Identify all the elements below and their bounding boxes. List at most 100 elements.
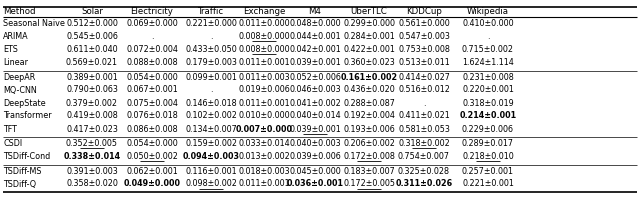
Text: 0.054±0.000: 0.054±0.000 [126,139,178,148]
Text: 0.220±0.001: 0.220±0.001 [462,85,514,95]
Text: 0.062±0.001: 0.062±0.001 [126,167,178,176]
Text: 0.039±0.006: 0.039±0.006 [289,152,341,161]
Text: 0.561±0.000: 0.561±0.000 [398,19,450,28]
Text: 0.033±0.014: 0.033±0.014 [238,139,290,148]
Text: 0.052±0.006: 0.052±0.006 [289,72,341,81]
Text: 0.010±0.000: 0.010±0.000 [238,112,290,120]
Text: 0.069±0.000: 0.069±0.000 [126,19,178,28]
Text: 0.391±0.003: 0.391±0.003 [66,167,118,176]
Text: 0.041±0.002: 0.041±0.002 [289,99,341,107]
Text: M4: M4 [308,8,321,17]
Text: Traffic: Traffic [198,8,224,17]
Text: Electricity: Electricity [131,8,173,17]
Text: 0.018±0.003: 0.018±0.003 [238,167,290,176]
Text: TSDiff-MS: TSDiff-MS [3,167,42,176]
Text: TSDiff-Q: TSDiff-Q [3,180,36,188]
Text: 0.581±0.053: 0.581±0.053 [398,124,450,134]
Text: 0.050±0.002: 0.050±0.002 [126,152,178,161]
Text: 0.044±0.001: 0.044±0.001 [289,32,341,41]
Text: 0.007±0.000: 0.007±0.000 [236,124,292,134]
Text: 0.040±0.003: 0.040±0.003 [289,139,341,148]
Text: 0.134±0.007: 0.134±0.007 [185,124,237,134]
Text: Seasonal Naive: Seasonal Naive [3,19,65,28]
Text: .: . [151,32,153,41]
Text: .: . [487,32,489,41]
Text: 0.611±0.040: 0.611±0.040 [66,45,118,54]
Text: 0.513±0.011: 0.513±0.011 [398,58,450,67]
Text: 0.422±0.001: 0.422±0.001 [343,45,395,54]
Text: 0.569±0.021: 0.569±0.021 [66,58,118,67]
Text: 0.011±0.000: 0.011±0.000 [238,19,290,28]
Text: 0.072±0.004: 0.072±0.004 [126,45,178,54]
Text: 0.288±0.087: 0.288±0.087 [343,99,395,107]
Text: 0.008±0.000: 0.008±0.000 [238,45,290,54]
Text: 0.311±0.026: 0.311±0.026 [396,180,452,188]
Text: 1.624±1.114: 1.624±1.114 [462,58,514,67]
Text: 0.036±0.001: 0.036±0.001 [287,180,344,188]
Text: 0.545±0.006: 0.545±0.006 [66,32,118,41]
Text: .: . [423,99,425,107]
Text: 0.193±0.006: 0.193±0.006 [343,124,395,134]
Text: 0.206±0.002: 0.206±0.002 [343,139,395,148]
Text: TFT: TFT [3,124,17,134]
Text: 0.790±0.063: 0.790±0.063 [66,85,118,95]
Text: 0.379±0.002: 0.379±0.002 [66,99,118,107]
Text: 0.075±0.004: 0.075±0.004 [126,99,178,107]
Text: 0.146±0.018: 0.146±0.018 [185,99,237,107]
Text: CSDI: CSDI [3,139,22,148]
Text: 0.318±0.019: 0.318±0.019 [462,99,514,107]
Text: 0.013±0.002: 0.013±0.002 [238,152,290,161]
Text: 0.218±0.010: 0.218±0.010 [462,152,514,161]
Text: 0.352±0.005: 0.352±0.005 [66,139,118,148]
Text: 0.192±0.004: 0.192±0.004 [343,112,395,120]
Text: DeepAR: DeepAR [3,72,35,81]
Text: 0.088±0.008: 0.088±0.008 [126,58,178,67]
Text: 0.159±0.002: 0.159±0.002 [185,139,237,148]
Text: 0.512±0.000: 0.512±0.000 [66,19,118,28]
Text: 0.318±0.002: 0.318±0.002 [398,139,450,148]
Text: 0.019±0.006: 0.019±0.006 [238,85,290,95]
Text: 0.048±0.000: 0.048±0.000 [289,19,341,28]
Text: 0.161±0.002: 0.161±0.002 [340,72,397,81]
Text: 0.257±0.001: 0.257±0.001 [462,167,514,176]
Text: 0.172±0.005: 0.172±0.005 [343,180,395,188]
Text: 0.417±0.023: 0.417±0.023 [66,124,118,134]
Text: 0.547±0.003: 0.547±0.003 [398,32,450,41]
Text: 0.754±0.007: 0.754±0.007 [398,152,450,161]
Text: ARIMA: ARIMA [3,32,29,41]
Text: 0.046±0.003: 0.046±0.003 [289,85,341,95]
Text: Exchange: Exchange [243,8,285,17]
Text: 0.011±0.001: 0.011±0.001 [238,99,290,107]
Text: 0.221±0.001: 0.221±0.001 [462,180,514,188]
Text: 0.436±0.020: 0.436±0.020 [343,85,395,95]
Text: 0.039±0.001: 0.039±0.001 [289,58,341,67]
Text: .: . [210,85,212,95]
Text: 0.221±0.000: 0.221±0.000 [185,19,237,28]
Text: 0.102±0.002: 0.102±0.002 [185,112,237,120]
Text: MQ-CNN: MQ-CNN [3,85,36,95]
Text: 0.214±0.001: 0.214±0.001 [460,112,516,120]
Text: 0.098±0.002: 0.098±0.002 [185,180,237,188]
Text: 0.094±0.003: 0.094±0.003 [182,152,239,161]
Text: 0.360±0.023: 0.360±0.023 [343,58,395,67]
Text: 0.338±0.014: 0.338±0.014 [63,152,120,161]
Text: ETS: ETS [3,45,18,54]
Text: 0.753±0.008: 0.753±0.008 [398,45,450,54]
Text: 0.284±0.001: 0.284±0.001 [343,32,395,41]
Text: 0.299±0.000: 0.299±0.000 [343,19,395,28]
Text: 0.011±0.003: 0.011±0.003 [238,72,290,81]
Text: 0.715±0.002: 0.715±0.002 [462,45,514,54]
Text: 0.172±0.008: 0.172±0.008 [343,152,395,161]
Text: 0.011±0.001: 0.011±0.001 [238,180,290,188]
Text: 0.011±0.001: 0.011±0.001 [238,58,290,67]
Text: Method: Method [3,8,35,17]
Text: 0.231±0.008: 0.231±0.008 [462,72,514,81]
Text: UberTLC: UberTLC [351,8,387,17]
Text: 0.039±0.001: 0.039±0.001 [289,124,341,134]
Text: 0.040±0.014: 0.040±0.014 [289,112,341,120]
Text: 0.419±0.008: 0.419±0.008 [66,112,118,120]
Text: 0.045±0.000: 0.045±0.000 [289,167,341,176]
Text: Wikipedia: Wikipedia [467,8,509,17]
Text: KDDCup: KDDCup [406,8,442,17]
Text: 0.229±0.006: 0.229±0.006 [462,124,514,134]
